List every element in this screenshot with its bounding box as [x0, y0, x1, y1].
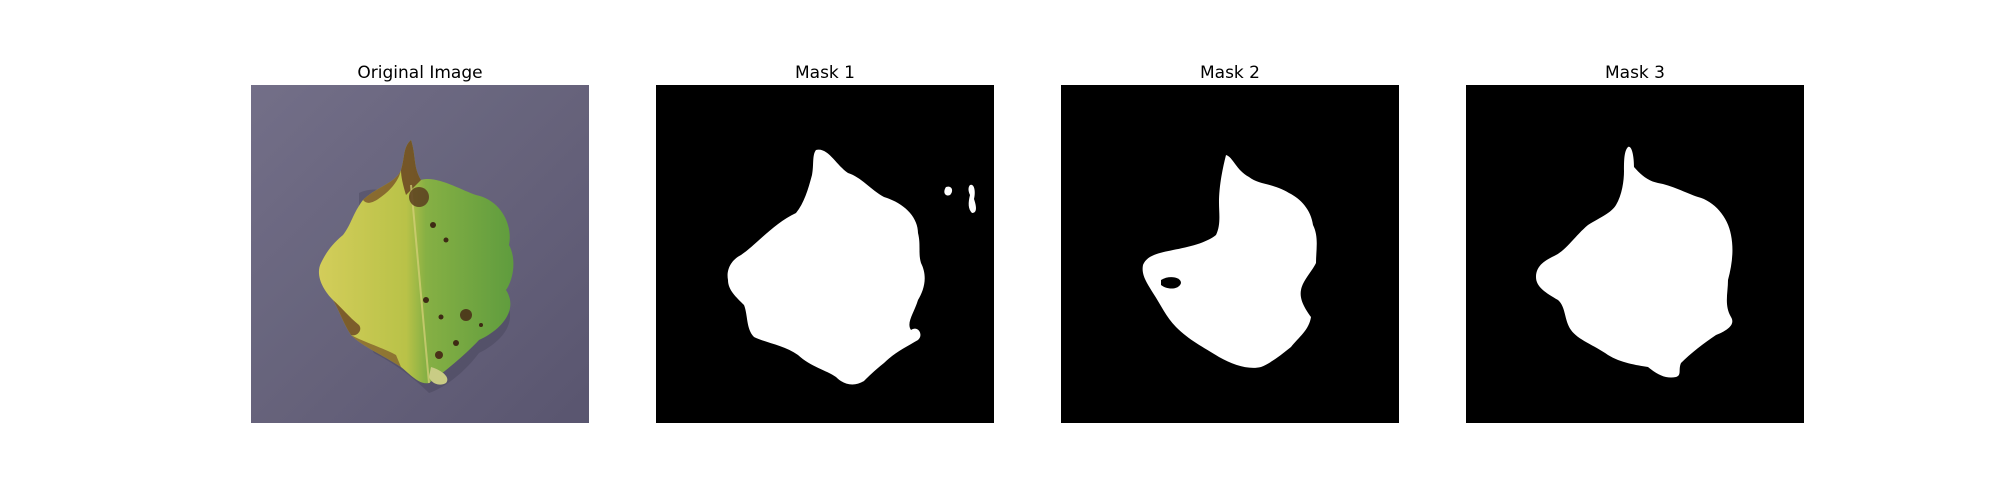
mask-2-image	[1061, 85, 1399, 423]
mask-1-image	[656, 85, 994, 423]
original-leaf-image	[251, 85, 589, 423]
panel-title: Mask 2	[1199, 63, 1260, 83]
panel-title: Mask 3	[1604, 63, 1665, 83]
panel-title: Original Image	[357, 63, 483, 83]
mask-3-image	[1466, 85, 1804, 423]
panel-title: Mask 1	[794, 63, 855, 83]
